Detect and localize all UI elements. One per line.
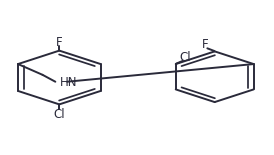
Text: F: F bbox=[202, 38, 209, 51]
Text: F: F bbox=[56, 36, 63, 49]
Text: HN: HN bbox=[60, 76, 78, 89]
Text: Cl: Cl bbox=[179, 51, 191, 64]
Text: Cl: Cl bbox=[53, 108, 65, 121]
